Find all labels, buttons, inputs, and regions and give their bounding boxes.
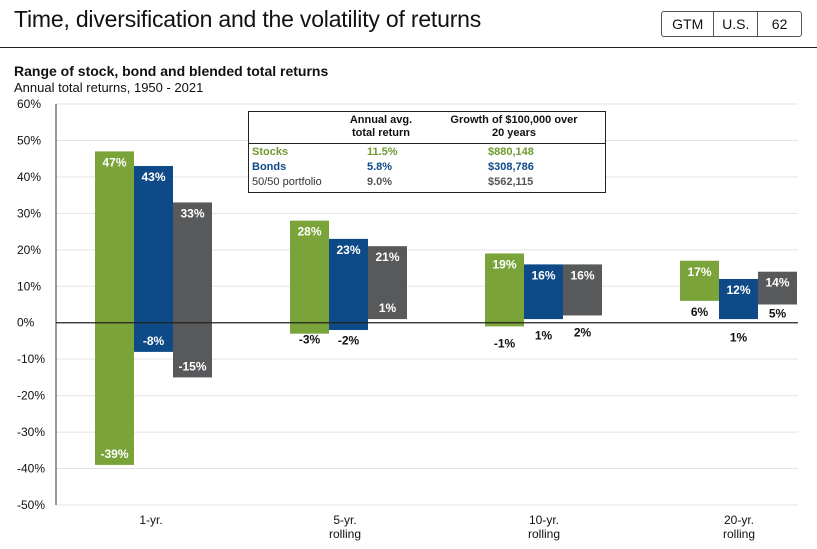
badge-gtm: GTM [672,16,704,32]
data-label-max: 23% [336,243,360,257]
table-row-growth: $562,115 [488,176,534,188]
y-tick-label: 40% [17,170,41,184]
table-row: Bonds 5.8% $308,786 [249,160,605,175]
data-label-min: 1% [730,331,748,345]
data-label-max: 16% [531,268,555,282]
x-category-label: 5-yr. [333,513,356,527]
bar-50-50-portfolio [563,264,602,316]
x-category-label: 1-yr. [139,513,162,527]
bar-bonds [134,165,173,352]
bar-stocks [485,253,524,327]
page-title: Time, diversification and the volatility… [14,6,482,32]
bar-stocks [95,151,134,465]
table-row-name: 50/50 portfolio [252,176,322,188]
bar-stocks [680,260,719,301]
data-label-min: 6% [691,305,709,319]
bar-bonds [329,238,368,331]
data-label-max: 28% [297,225,321,239]
bar-stocks [290,220,329,334]
data-label-min: -3% [299,333,321,347]
summary-table: Annual avg. total return Growth of $100,0… [248,111,606,193]
table-row: 50/50 portfolio 9.0% $562,115 [249,175,605,190]
y-tick-label: 20% [17,243,41,257]
y-tick-label: 50% [17,133,41,147]
data-label-min: -2% [338,334,360,348]
bar-50-50-portfolio [368,246,407,320]
x-category-label: rolling [723,527,755,541]
y-tick-label: 60% [17,97,41,111]
title-rule [0,47,817,48]
data-label-min: 2% [574,326,592,340]
table-divider [249,143,605,144]
table-row-name: Bonds [252,161,287,173]
data-label-max: 12% [726,283,750,297]
data-label-min: -8% [143,334,165,348]
table-header-avg: Annual avg. total return [349,114,413,139]
chart-subsubtitle: Annual total returns, 1950 - 2021 [14,80,204,95]
bar-50-50-portfolio [758,271,797,305]
x-category-label: rolling [528,527,560,541]
y-tick-label: -10% [17,352,45,366]
x-category-label: rolling [329,527,361,541]
y-tick-label: -40% [17,462,45,476]
table-row-avg: 11.5% [367,146,398,158]
table-row: Stocks 11.5% $880,148 [249,145,605,160]
data-label-max: 16% [570,268,594,282]
table-row-avg: 9.0% [367,176,393,188]
table-row-growth: $880,148 [488,146,534,158]
y-tick-label: -50% [17,498,45,512]
badge-region: U.S. [713,12,757,36]
y-tick-label: 30% [17,206,41,220]
table-row-name: Stocks [252,146,289,158]
bar-50-50-portfolio [173,202,212,378]
data-label-min: 1% [379,301,397,315]
x-category-label: 10-yr. [529,513,559,527]
badge-page-number: 62 [757,12,801,36]
y-tick-label: 0% [17,316,35,330]
chart-subtitle: Range of stock, bond and blended total r… [14,63,329,79]
y-tick-label: -30% [17,425,45,439]
data-label-min: -39% [100,447,128,461]
bar-bonds [524,264,563,320]
data-label-min: -1% [494,337,516,351]
data-label-min: -15% [178,359,206,373]
data-label-max: 47% [102,155,126,169]
data-label-min: 5% [769,307,787,321]
x-category-label: 20-yr. [724,513,754,527]
table-row-growth: $308,786 [488,161,534,173]
data-label-max: 17% [687,265,711,279]
data-label-max: 14% [765,276,789,290]
slide-badge: GTM U.S. 62 [661,11,802,37]
data-label-max: 21% [375,250,399,264]
data-label-min: 1% [535,329,553,343]
y-tick-label: -20% [17,389,45,403]
data-label-max: 33% [180,206,204,220]
table-header-growth: Growth of $100,000 over 20 years [450,114,578,139]
data-label-max: 43% [141,170,165,184]
bar-bonds [719,278,758,320]
y-tick-label: 10% [17,279,41,293]
table-row-avg: 5.8% [367,161,393,173]
data-label-max: 19% [492,257,516,271]
